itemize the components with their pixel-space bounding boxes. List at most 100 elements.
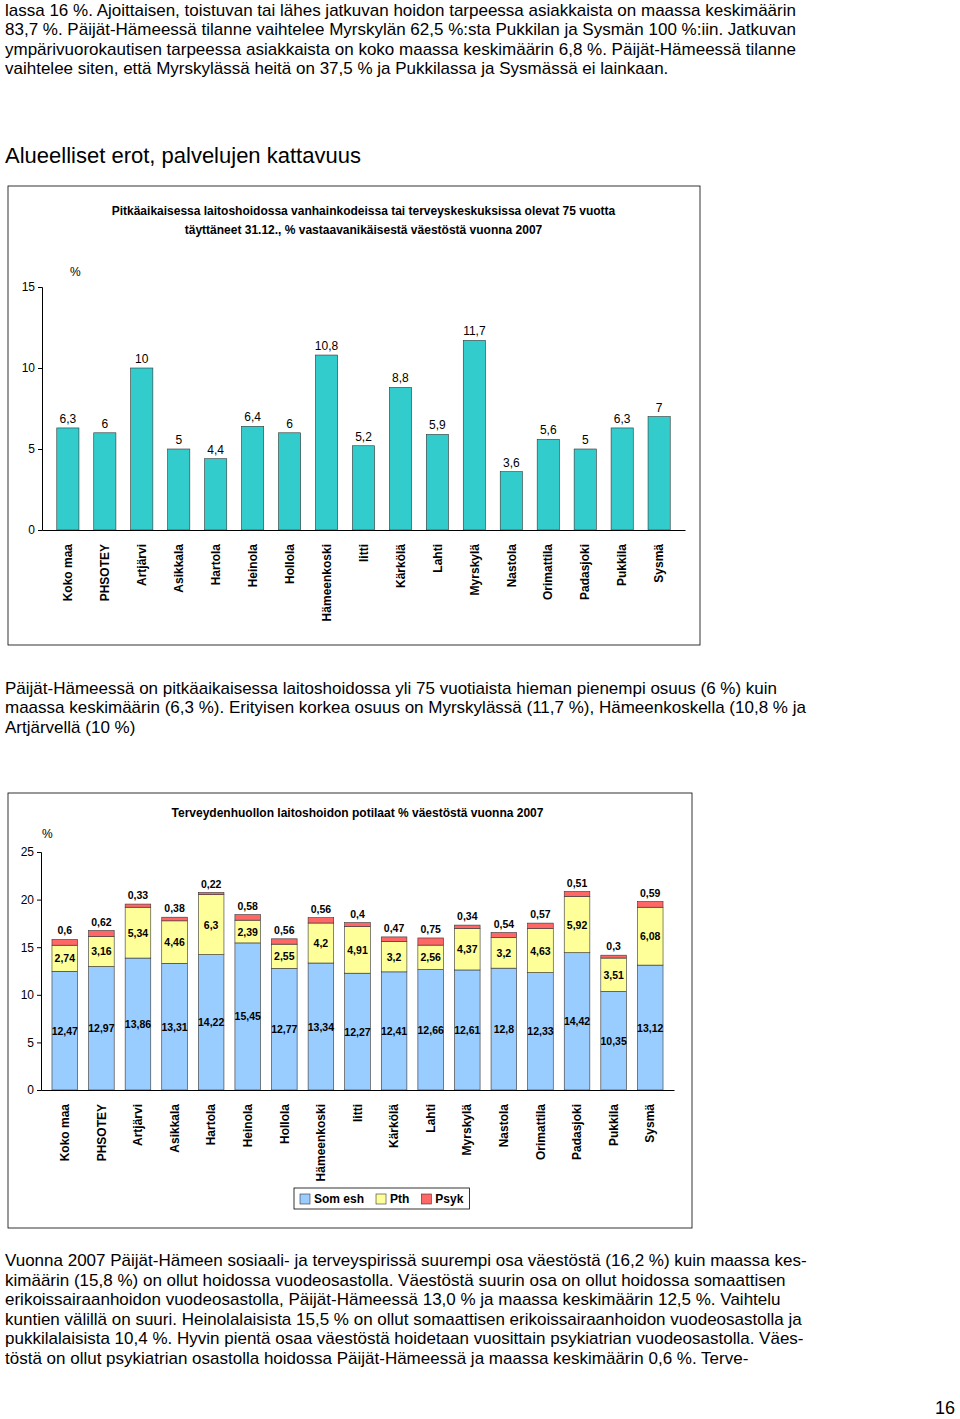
data-label: 12,61 xyxy=(454,1024,480,1036)
data-label: 15,45 xyxy=(235,1010,261,1022)
bar xyxy=(528,923,554,928)
tick: Hartola xyxy=(209,544,223,586)
data-label: 13,34 xyxy=(308,1021,334,1033)
data-label: 0,57 xyxy=(530,908,551,920)
bar xyxy=(500,472,522,530)
x-axis: Koko maaPHSOTEYArtjärviAsikkalaHartolaHe… xyxy=(42,1091,675,1182)
tick: Artjärvi xyxy=(131,1104,145,1146)
tick: Myrskylä xyxy=(460,1104,474,1156)
data-label: 0,75 xyxy=(420,923,441,935)
tick-label: Padasjoki xyxy=(578,544,592,600)
tick-label: Hämeenkoski xyxy=(314,1104,328,1181)
data-label: 3,16 xyxy=(91,945,112,957)
paragraph-line: töstä on ollut psykiatrian osastolla hoi… xyxy=(5,1349,748,1368)
tick-label: Kärkölä xyxy=(394,544,408,588)
bar xyxy=(418,938,444,945)
legend-label: Psyk xyxy=(435,1192,463,1206)
bar xyxy=(57,428,79,530)
tick: Hollola xyxy=(283,544,297,584)
paragraph-line: kuntien välillä on suuri. Heinolalaisist… xyxy=(5,1310,802,1329)
tick: Sysmä xyxy=(643,1104,657,1143)
legend-label: Pth xyxy=(390,1192,409,1206)
tick-label: Artjärvi xyxy=(135,544,149,586)
data-label: 13,31 xyxy=(161,1021,187,1033)
legend-swatch xyxy=(376,1194,386,1204)
bar xyxy=(345,973,371,1090)
tick-label: Hollola xyxy=(278,1104,292,1144)
paragraph-line: ympärivuorokautisen tarpeessa asiakkaist… xyxy=(5,40,796,59)
data-label: 13,86 xyxy=(125,1018,151,1030)
chart-title: Terveydenhuollon laitoshoidon potilaat %… xyxy=(172,806,544,820)
tick: Heinola xyxy=(241,1104,255,1148)
tick: 5 xyxy=(27,1036,41,1050)
bar xyxy=(52,945,78,971)
bar xyxy=(637,965,663,1090)
data-label: 6,3 xyxy=(60,412,77,426)
paragraph-line: pukkilalaisista 10,4 %. Hyvin pientä osa… xyxy=(5,1329,804,1348)
bar xyxy=(528,973,554,1090)
data-label: 3,51 xyxy=(603,969,624,981)
data-label: 4,2 xyxy=(314,937,329,949)
bar xyxy=(564,953,590,1090)
data-label: 0,58 xyxy=(238,900,259,912)
chart-frame xyxy=(8,186,700,645)
section-heading: Alueelliset erot, palvelujen kattavuus xyxy=(5,143,361,168)
tick: 5 xyxy=(28,442,42,456)
legend: Som eshPthPsyk xyxy=(294,1188,469,1209)
tick-label: Asikkala xyxy=(172,544,186,593)
tick-mark xyxy=(37,947,41,948)
bar xyxy=(637,907,663,965)
bar xyxy=(125,958,151,1090)
legend-swatch xyxy=(421,1194,431,1204)
tick: PHSOTEY xyxy=(98,544,112,601)
bar xyxy=(272,939,298,944)
tick: Lahti xyxy=(431,544,445,573)
data-label: 0,56 xyxy=(311,903,332,915)
tick-label: Hartola xyxy=(209,544,223,586)
bar xyxy=(205,459,227,530)
bar xyxy=(125,907,151,958)
bar xyxy=(601,958,627,991)
tick: 10 xyxy=(22,361,42,375)
tick: Hämeenkoski xyxy=(314,1104,328,1181)
tick-label: 20 xyxy=(21,893,35,907)
tick-mark xyxy=(38,368,42,369)
tick-label: Koko maa xyxy=(61,544,75,602)
bar xyxy=(389,387,411,530)
page-number: 16 xyxy=(935,1398,955,1418)
tick: 10 xyxy=(21,988,41,1002)
tick: Koko maa xyxy=(58,1104,72,1162)
tick: Sysmä xyxy=(652,544,666,583)
bar xyxy=(611,428,633,530)
tick: 15 xyxy=(21,941,41,955)
data-label: 0,54 xyxy=(494,918,515,930)
axis-line xyxy=(43,530,686,531)
data-label: 3,2 xyxy=(387,951,402,963)
data-label: 6,3 xyxy=(614,412,631,426)
data-labels: 12,4712,9713,8613,3114,2215,4512,7713,34… xyxy=(52,877,664,1047)
bar xyxy=(491,968,517,1090)
bar xyxy=(89,931,115,937)
tick-mark xyxy=(37,852,41,853)
tick: 15 xyxy=(22,280,42,294)
data-label: 8,8 xyxy=(392,371,409,385)
bar xyxy=(454,970,480,1090)
chart-frame xyxy=(8,793,692,1228)
tick: PHSOTEY xyxy=(95,1104,109,1161)
bar xyxy=(463,340,485,530)
bar xyxy=(528,929,554,973)
data-label: 12,97 xyxy=(88,1022,114,1034)
data-labels: 6,361054,46,4610,85,28,85,911,73,65,656,… xyxy=(60,324,663,469)
bar xyxy=(89,967,115,1090)
data-label: 12,27 xyxy=(344,1026,370,1038)
data-label: 6,3 xyxy=(204,919,219,931)
tick-label: Heinola xyxy=(246,544,260,588)
data-label: 5,34 xyxy=(128,927,149,939)
bar xyxy=(352,446,374,530)
tick: Nastola xyxy=(497,1104,511,1148)
bar xyxy=(454,928,480,970)
bar xyxy=(198,955,224,1090)
tick-label: Nastola xyxy=(505,544,519,588)
data-label: 0,33 xyxy=(128,889,149,901)
data-label: 2,55 xyxy=(274,950,295,962)
